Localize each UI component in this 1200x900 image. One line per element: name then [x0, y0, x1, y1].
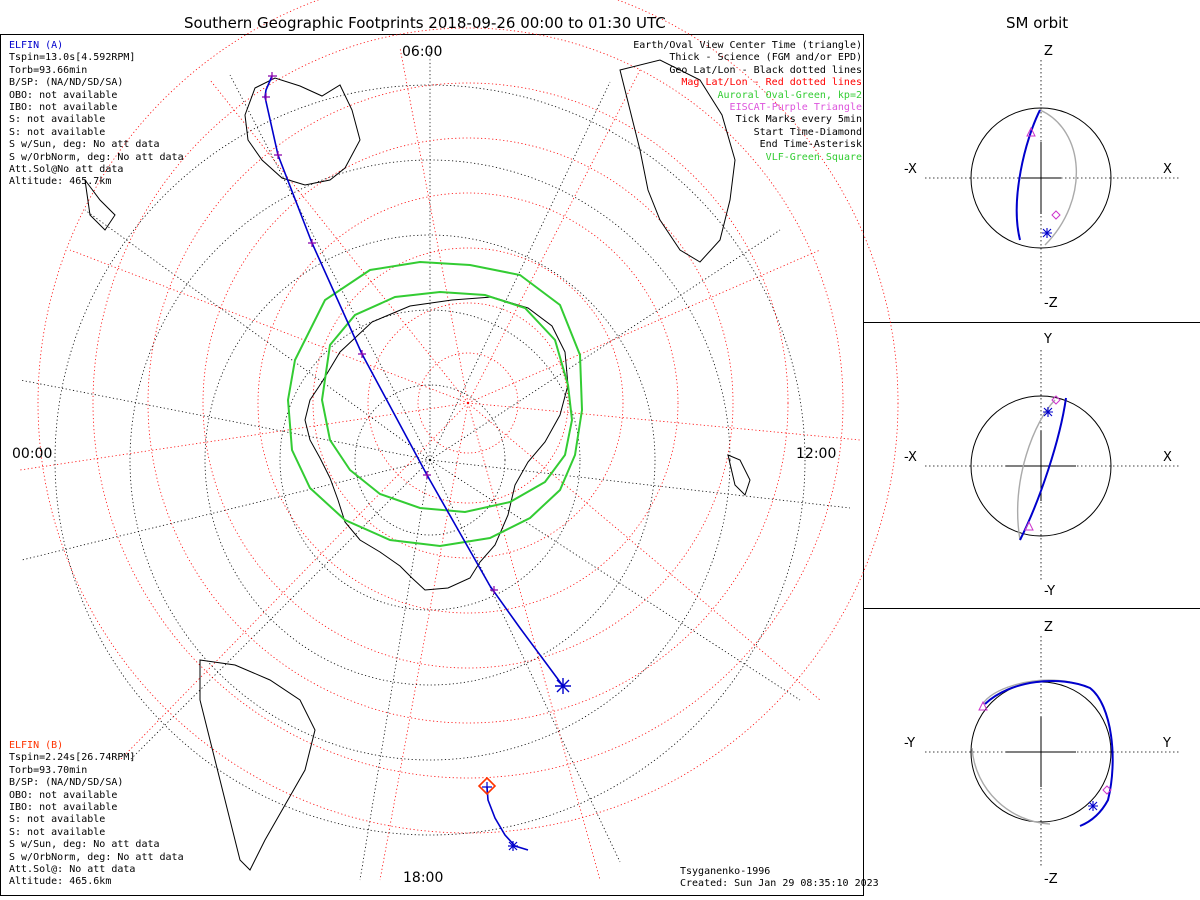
elfin-b-start-diamond	[477, 776, 497, 796]
south-america-coast	[199, 659, 316, 871]
elfin-b-start-cross	[482, 782, 492, 792]
elfin-a-line: OBO: not available	[9, 89, 118, 101]
orbit1-top: Z	[1044, 44, 1053, 59]
elfin-b-line: S: not available	[9, 826, 106, 838]
legend-entry: Mag Lat/Lon - Red dotted lines	[681, 77, 862, 89]
orbit-yz-triangle	[978, 700, 988, 711]
elfin-a-line: S w/Sun, deg: No att data	[9, 139, 160, 151]
orbit-xz-triangle	[1026, 126, 1036, 137]
orbit-yz-blue	[984, 680, 1114, 827]
footer: Tsyganenko-1996 Created: Sun Jan 29 08:3…	[680, 866, 879, 891]
elfin-b-line: B/SP: (NA/ND/SD/SA)	[9, 777, 124, 789]
legend-entry: VLF-Green Square	[765, 151, 862, 163]
elfin-b-line: Torb=93.70min	[9, 764, 88, 776]
australia-coast	[244, 77, 361, 186]
orbit-xz-diamond	[1051, 210, 1061, 220]
new-zealand-coast	[84, 179, 116, 231]
elfin-b-path	[486, 786, 529, 851]
legend-entry: End Time-Asterisk	[759, 139, 862, 151]
elfin-a-line: S w/OrbNorm, deg: No att data	[9, 151, 184, 163]
lt-label-bottom: 18:00	[403, 870, 444, 886]
orbit3-left: -Y	[904, 736, 916, 751]
legend-entry: EISCAT-Purple Triangle	[729, 102, 862, 114]
elfin-a-ticks	[262, 93, 498, 594]
orbit2-bottom: -Y	[1044, 584, 1056, 599]
geo-grid	[19, 48, 851, 881]
footer-created: Created: Sun Jan 29 08:35:10 2023	[680, 878, 879, 890]
elfin-b-line: IBO: not available	[9, 802, 118, 814]
auroral-oval-outer	[286, 260, 584, 548]
elfin-b-end-asterisk	[508, 841, 518, 851]
elfin-a-line: S: not available	[9, 114, 106, 126]
orbit1-left: -X	[904, 162, 917, 177]
orbit-panel-xy	[925, 350, 1180, 582]
orbit3-bottom: -Z	[1044, 872, 1058, 887]
orbit-xy-blue	[1019, 397, 1067, 541]
elfin-a-path	[264, 75, 564, 687]
orbit2-right: X	[1163, 450, 1172, 465]
orbit-xy-grey	[1017, 399, 1056, 541]
elfin-b-name: ELFIN (B)	[9, 740, 64, 751]
orbit-yz-asterisk	[1088, 801, 1098, 811]
lt-label-right: 12:00	[796, 446, 837, 462]
orbit-xz-grey	[1039, 109, 1077, 246]
madagascar-coast	[727, 454, 751, 496]
orbit3-right: Y	[1163, 736, 1171, 751]
auroral-oval-inner	[320, 290, 574, 514]
legend-entry: Auroral Oval-Green, kp=2	[717, 89, 863, 101]
mag-grid	[19, 0, 899, 881]
elfin-b-line: S: not available	[9, 814, 106, 826]
elfin-b-info: ELFIN (B) Tspin=2.24s[26.74RPM] Torb=93.…	[9, 740, 184, 889]
legend-entry: Earth/Oval View Center Time (triangle)	[633, 40, 862, 51]
main-title: Southern Geographic Footprints 2018-09-2…	[184, 14, 666, 32]
elfin-b-line: S w/OrbNorm, deg: No att data	[9, 851, 184, 863]
coastlines	[84, 59, 751, 871]
footer-model: Tsyganenko-1996	[680, 866, 771, 877]
orbit-panel-xz	[925, 60, 1180, 296]
elfin-a-end-asterisk	[555, 678, 571, 694]
orbit-title: SM orbit	[1006, 14, 1069, 32]
orbit2-left: -X	[904, 450, 917, 465]
legend-entry: Tick Marks every 5min	[735, 114, 862, 126]
elfin-a-info: ELFIN (A) Tspin=13.0s[4.592RPM] Torb=93.…	[9, 40, 184, 189]
africa-coast	[619, 59, 736, 263]
elfin-b-line: Tspin=2.24s[26.74RPM]	[9, 752, 136, 764]
elfin-a-start-marker	[268, 72, 277, 80]
legend-entry: Thick - Science (FGM and/or EPD)	[669, 52, 862, 64]
legend: Earth/Oval View Center Time (triangle) Th…	[633, 40, 862, 164]
orbit1-right: X	[1163, 162, 1172, 177]
elfin-a-line: B/SP: (NA/ND/SD/SA)	[9, 77, 124, 89]
map-frame	[0, 34, 864, 896]
elfin-a-line: S: not available	[9, 126, 106, 138]
orbit1-bottom: -Z	[1044, 296, 1058, 311]
elfin-a-line: IBO: not available	[9, 102, 118, 114]
elfin-a-name: ELFIN (A)	[9, 40, 64, 51]
lt-label-left: 00:00	[12, 446, 53, 462]
elfin-b-line: Att.Sol@: No att data	[9, 864, 136, 876]
elfin-b-track	[477, 776, 529, 851]
elfin-a-track	[264, 75, 564, 687]
lt-label-top: 06:00	[402, 44, 443, 60]
orbit3-top: Z	[1044, 620, 1053, 635]
orbit-xy-diamond	[1051, 395, 1061, 405]
orbit-xz-blue	[1015, 109, 1041, 241]
orbit-yz-diamond	[1102, 785, 1112, 795]
orbit2-top: Y	[1044, 332, 1052, 347]
elfin-b-line: Altitude: 465.6km	[9, 876, 112, 888]
elfin-b-line: OBO: not available	[9, 789, 118, 801]
legend-entry: Geo Lat/Lon - Black dotted lines	[669, 64, 862, 76]
orbit-xy-triangle	[1024, 520, 1034, 531]
orbit-panel-yz	[925, 636, 1180, 868]
orbit-xy-asterisk	[1043, 407, 1053, 417]
orbit-xz-asterisk	[1042, 228, 1052, 238]
auroral-oval	[286, 260, 584, 548]
elfin-a-line: Tspin=13.0s[4.592RPM]	[9, 52, 136, 64]
elfin-a-line: Altitude: 465.7km	[9, 176, 112, 188]
elfin-a-line: Att.Sol@No att data	[9, 164, 124, 176]
elfin-a-line: Torb=93.66min	[9, 64, 88, 76]
elfin-b-line: S w/Sun, deg: No att data	[9, 839, 160, 851]
legend-entry: Start Time-Diamond	[753, 126, 862, 138]
